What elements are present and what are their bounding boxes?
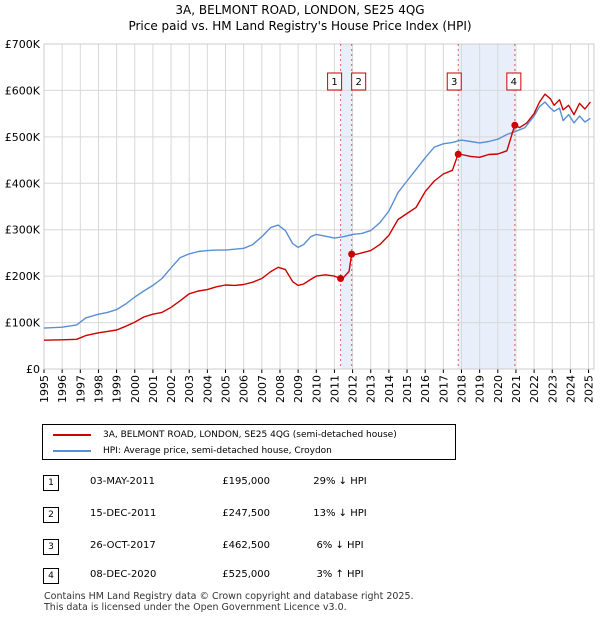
y-tick-label: £0 (26, 363, 40, 376)
legend-item-property: 3A, BELMONT ROAD, LONDON, SE25 4QG (semi… (43, 428, 455, 442)
transaction-date: 03-MAY-2011 (90, 476, 156, 487)
x-tick-label: 2012 (347, 375, 360, 403)
transaction-hpi-diff: 3% ↑ HPI (316, 569, 364, 580)
transaction-hpi-diff: 6% ↓ HPI (316, 540, 364, 551)
legend-line-blue (53, 450, 91, 452)
x-tick-label: 2019 (474, 375, 487, 403)
x-tick-label: 2000 (129, 375, 142, 403)
price-chart: £0 £100K £200K £300K £400K £500K £600K £700K 199… (5, 38, 596, 403)
table-row: 3 26-OCT-2017 £462,500 6% ↓ HPI (0, 539, 600, 559)
legend-label-property: 3A, BELMONT ROAD, LONDON, SE25 4QG (semi… (103, 430, 397, 440)
legend-label-hpi: HPI: Average price, semi-detached house,… (103, 446, 332, 456)
x-tick-label: 2011 (328, 375, 341, 403)
x-tick-label: 1998 (92, 375, 105, 403)
x-tick-label: 2006 (238, 375, 251, 403)
x-tick-label: 2004 (201, 375, 214, 403)
y-tick-label: £700K (5, 38, 41, 51)
x-tick-label: 2002 (165, 375, 178, 403)
transaction-label-box (446, 72, 462, 91)
chart-title-address: 3A, BELMONT ROAD, LONDON, SE25 4QG (175, 3, 425, 17)
x-tick-label: 2005 (220, 375, 233, 403)
x-tick-label: 2022 (528, 375, 541, 403)
y-tick-label: £400K (5, 177, 41, 190)
x-tick-label: 2001 (147, 375, 160, 403)
x-tick-label: 2018 (455, 375, 468, 403)
x-tick-label: 2016 (419, 375, 432, 403)
chart-subtitle: Price paid vs. HM Land Registry's House … (128, 19, 472, 33)
x-tick-label: 1995 (38, 375, 51, 403)
y-tick-label: £500K (5, 131, 41, 144)
table-row: 4 08-DEC-2020 £525,000 3% ↑ HPI (0, 568, 600, 588)
x-tick-label: 2025 (583, 375, 596, 403)
transaction-number-badge: 1 (43, 475, 59, 491)
x-tick-label: 2015 (401, 375, 414, 403)
x-tick-label: 2020 (492, 375, 505, 403)
transaction-point (348, 250, 356, 258)
footer-licence: This data is licensed under the Open Gov… (44, 602, 347, 613)
y-tick-label: £600K (5, 84, 41, 97)
transaction-price: £247,500 (222, 508, 270, 519)
x-tick-label: 2008 (274, 375, 287, 403)
y-tick-label: £100K (5, 317, 41, 330)
property-series-line (43, 93, 591, 341)
shaded-span (340, 44, 352, 369)
transaction-hpi-diff: 29% ↓ HPI (313, 476, 367, 487)
x-tick-label: 2014 (383, 375, 396, 403)
x-tick-label: 2003 (183, 375, 196, 403)
shaded-span (458, 44, 515, 369)
legend-item-hpi: HPI: Average price, semi-detached house,… (43, 444, 455, 458)
transaction-date: 15-DEC-2011 (90, 508, 157, 519)
footer-copyright: Contains HM Land Registry data © Crown c… (44, 591, 414, 602)
transaction-date: 26-OCT-2017 (90, 540, 156, 551)
transaction-number-badge: 4 (43, 568, 59, 584)
transaction-label-box (351, 72, 367, 91)
x-tick-label: 2007 (256, 375, 269, 403)
transaction-point (337, 274, 345, 282)
transaction-price: £462,500 (222, 540, 270, 551)
transaction-hpi-diff: 13% ↓ HPI (313, 508, 367, 519)
transaction-number-badge: 2 (43, 507, 59, 523)
x-tick-label: 2009 (292, 375, 305, 403)
transaction-number-badge: 3 (43, 539, 59, 555)
transaction-label: 2 (355, 77, 361, 88)
transaction-date: 08-DEC-2020 (90, 569, 157, 580)
legend-line-red (53, 434, 91, 436)
transaction-label-box (327, 72, 343, 91)
y-tick-label: £300K (5, 224, 41, 237)
transaction-label-box (506, 72, 522, 91)
x-tick-label: 1997 (74, 375, 87, 403)
transaction-price: £195,000 (222, 476, 270, 487)
table-row: 1 03-MAY-2011 £195,000 29% ↓ HPI (0, 475, 600, 495)
y-tick-label: £200K (5, 270, 41, 283)
x-tick-label: 2023 (546, 375, 559, 403)
chart-legend: 3A, BELMONT ROAD, LONDON, SE25 4QG (semi… (42, 424, 456, 460)
transaction-point (454, 150, 462, 158)
x-tick-label: 2013 (365, 375, 378, 403)
x-tick-label: 2021 (510, 375, 523, 403)
x-tick-label: 1999 (111, 375, 124, 403)
transaction-label: 3 (451, 77, 457, 88)
transaction-price: £525,000 (222, 569, 270, 580)
x-tick-label: 2024 (564, 375, 577, 403)
x-tick-label: 2010 (310, 375, 323, 403)
x-tick-label: 1996 (56, 375, 69, 403)
table-row: 2 15-DEC-2011 £247,500 13% ↓ HPI (0, 507, 600, 527)
transaction-label: 4 (511, 77, 517, 88)
plot-border (43, 43, 595, 370)
hpi-series-line (43, 101, 591, 329)
transaction-point (511, 121, 519, 129)
transaction-label: 1 (331, 77, 337, 88)
x-tick-label: 2017 (437, 375, 450, 403)
